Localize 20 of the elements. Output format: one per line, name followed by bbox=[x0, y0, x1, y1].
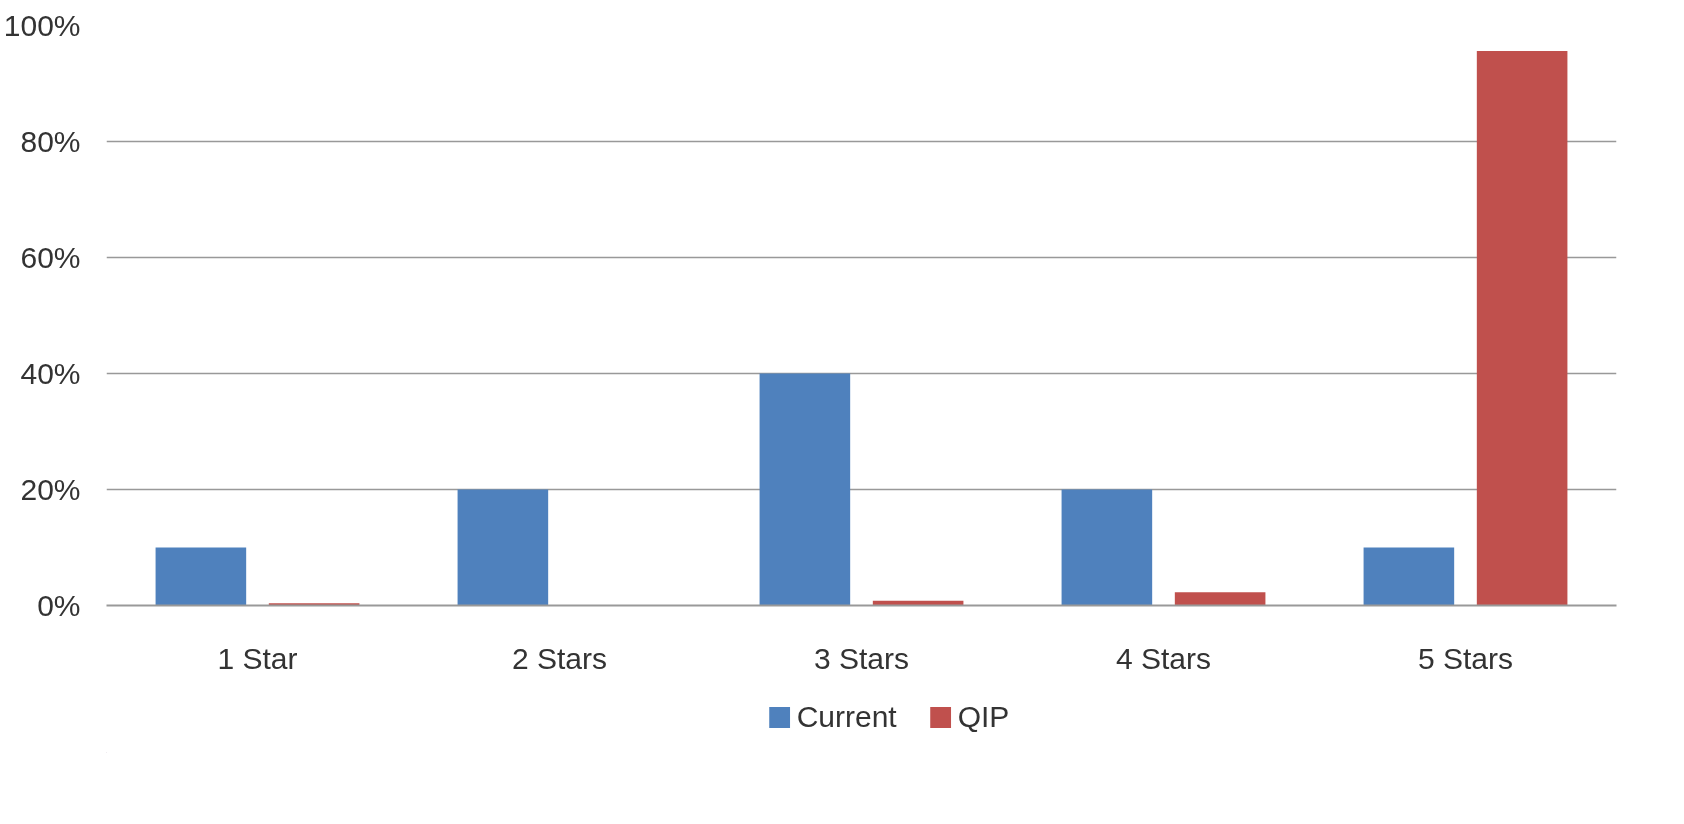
y-tick-label: 60% bbox=[20, 241, 81, 274]
y-tick-label: 40% bbox=[20, 357, 81, 390]
x-tick-label: 5 Stars bbox=[1417, 641, 1514, 675]
y-tick-label: 20% bbox=[20, 473, 81, 506]
bar bbox=[1174, 592, 1266, 606]
y-tick-label: 80% bbox=[20, 125, 81, 158]
bar bbox=[1363, 547, 1455, 606]
bar bbox=[759, 373, 851, 606]
legend-label: Current bbox=[796, 700, 897, 734]
legend-label: QIP bbox=[957, 700, 1010, 734]
y-tick-label: 0% bbox=[37, 589, 81, 622]
bar bbox=[1476, 51, 1568, 606]
x-tick-label: 3 Stars bbox=[813, 641, 910, 675]
bar bbox=[457, 489, 549, 606]
bar bbox=[155, 547, 247, 606]
y-tick-label: 100% bbox=[3, 9, 81, 42]
x-tick-label: 2 Stars bbox=[511, 641, 608, 675]
x-tick-label: 1 Star bbox=[217, 641, 298, 675]
x-tick-label: 4 Stars bbox=[1115, 641, 1212, 675]
bar bbox=[1061, 489, 1153, 606]
